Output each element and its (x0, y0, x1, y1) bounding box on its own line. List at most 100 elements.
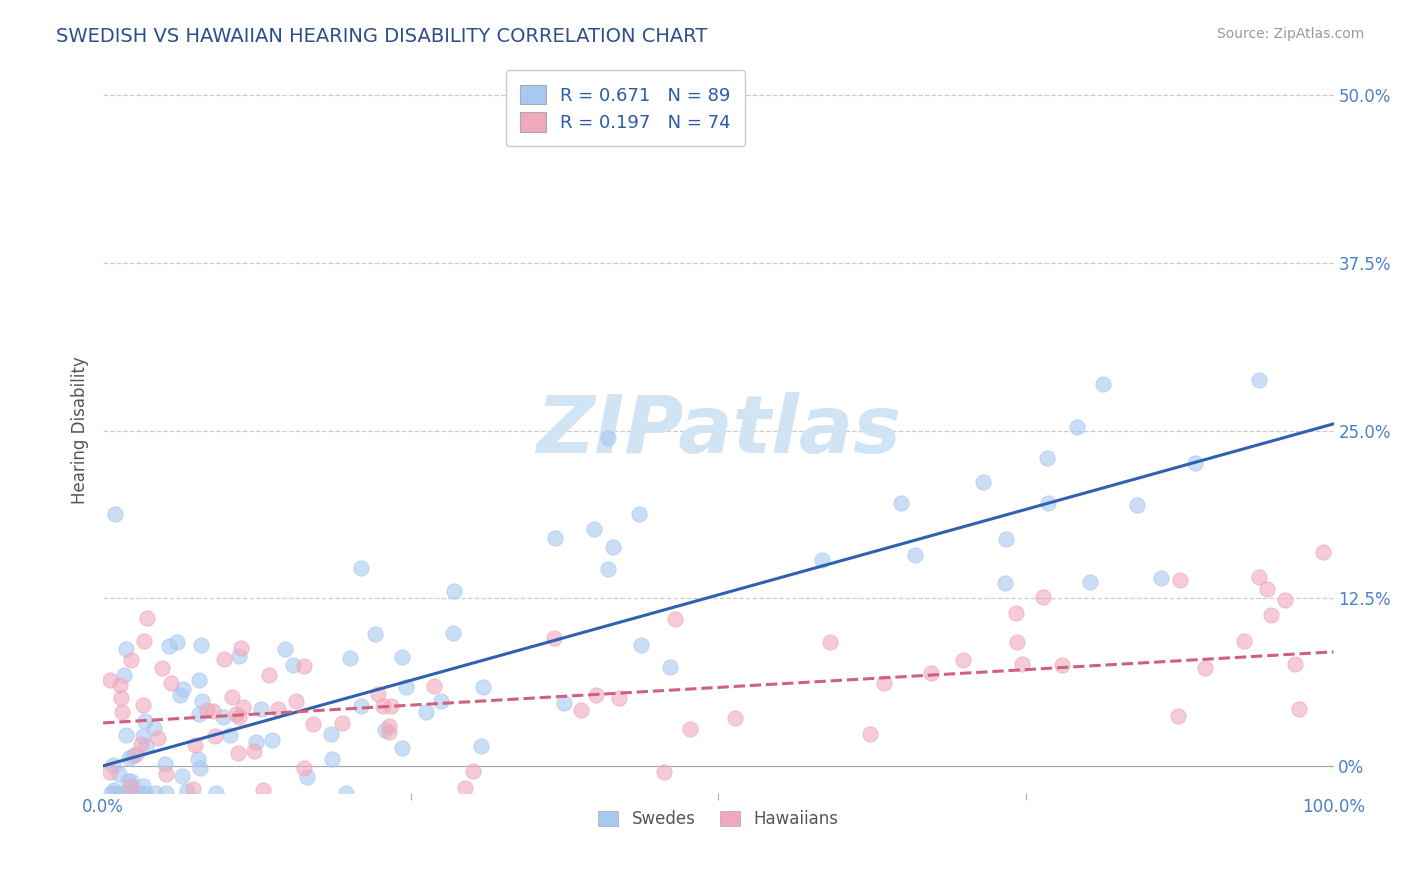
Point (100, 786, 122, 800)
Point (166, 635, 188, 649)
Point (157, 640, 180, 654)
Point (132, 729, 155, 743)
Point (585, 688, 607, 702)
Text: Source: ZipAtlas.com: Source: ZipAtlas.com (1216, 27, 1364, 41)
Point (627, 508, 650, 522)
Point (461, 764, 484, 778)
Point (373, 699, 395, 714)
Point (257, 667, 280, 681)
Point (134, 714, 156, 728)
Point (607, 690, 630, 705)
Point (321, 752, 343, 766)
Point (98, 764, 121, 779)
Point (115, 727, 138, 741)
Point (1284, 657, 1306, 672)
Point (1168, 574, 1191, 588)
Point (470, 739, 492, 753)
Point (378, 725, 401, 739)
Point (118, 786, 141, 800)
Point (454, 780, 477, 795)
Point (232, 700, 254, 714)
Point (972, 475, 994, 489)
Point (135, 739, 157, 754)
Point (679, 722, 702, 736)
Point (134, 786, 156, 800)
Point (201, 704, 224, 718)
Point (110, 691, 132, 706)
Point (664, 612, 686, 626)
Point (228, 710, 250, 724)
Point (1167, 709, 1189, 723)
Point (228, 649, 250, 664)
Point (188, 761, 211, 775)
Point (143, 722, 166, 736)
Point (170, 769, 193, 783)
Point (873, 676, 896, 690)
Point (104, 507, 127, 521)
Point (205, 786, 228, 800)
Point (374, 723, 396, 737)
Point (1247, 570, 1270, 584)
Point (1288, 702, 1310, 716)
Point (818, 635, 841, 649)
Point (190, 638, 212, 652)
Point (187, 751, 209, 765)
Point (380, 698, 402, 713)
Point (1194, 661, 1216, 675)
Point (145, 786, 167, 800)
Point (994, 575, 1017, 590)
Point (1036, 495, 1059, 509)
Point (596, 561, 619, 575)
Point (212, 652, 235, 666)
Point (115, 642, 138, 657)
Point (553, 696, 575, 710)
Point (630, 638, 652, 652)
Point (1150, 571, 1173, 585)
Point (596, 431, 619, 445)
Point (391, 650, 413, 665)
Point (920, 665, 942, 680)
Point (859, 727, 882, 741)
Point (188, 707, 211, 722)
Point (335, 786, 357, 800)
Point (1126, 498, 1149, 512)
Point (349, 699, 371, 714)
Point (330, 716, 353, 731)
Point (724, 711, 747, 725)
Point (249, 702, 271, 716)
Point (136, 611, 159, 625)
Point (391, 741, 413, 756)
Point (129, 737, 152, 751)
Point (1032, 591, 1054, 605)
Point (120, 779, 142, 793)
Point (1260, 607, 1282, 622)
Point (582, 522, 605, 536)
Point (543, 632, 565, 646)
Point (169, 688, 191, 702)
Point (1011, 657, 1033, 672)
Point (184, 738, 207, 752)
Point (111, 705, 134, 719)
Point (472, 680, 495, 694)
Point (131, 698, 153, 713)
Point (118, 751, 141, 765)
Point (994, 532, 1017, 546)
Point (108, 677, 131, 691)
Point (103, 783, 125, 797)
Point (811, 553, 834, 567)
Point (120, 773, 142, 788)
Point (1036, 450, 1059, 465)
Point (1256, 582, 1278, 597)
Point (1184, 456, 1206, 470)
Point (292, 761, 315, 775)
Point (100, 673, 122, 687)
Point (132, 634, 155, 648)
Point (1005, 635, 1028, 649)
Point (319, 726, 342, 740)
Point (394, 681, 416, 695)
Point (155, 767, 177, 781)
Point (441, 626, 464, 640)
Point (195, 703, 218, 717)
Point (267, 702, 290, 716)
Point (281, 658, 304, 673)
